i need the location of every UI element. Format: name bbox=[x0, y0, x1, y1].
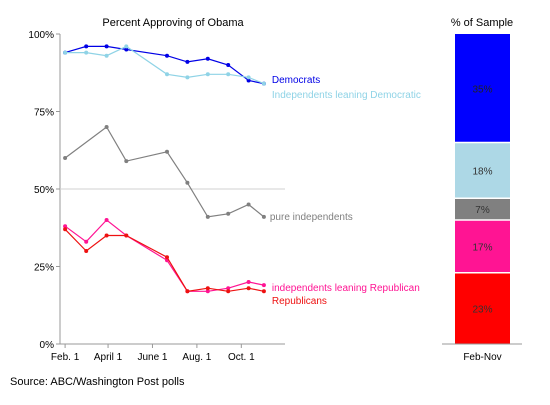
data-point-independents-leaning-democratic bbox=[84, 50, 89, 55]
bar-segment bbox=[455, 272, 510, 344]
data-point-independents-leaning-democratic bbox=[124, 44, 129, 49]
x-tick-label: April 1 bbox=[94, 352, 123, 363]
series-line-democrats bbox=[64, 45, 265, 85]
y-tick-label: 100% bbox=[28, 30, 54, 41]
series-label-independents-leaning-democratic: Independents leaning Democratic bbox=[272, 90, 421, 101]
data-point-independents-leaning-republican bbox=[84, 239, 89, 244]
series-label-pure-independents: pure independents bbox=[270, 212, 353, 223]
data-point-democrats bbox=[246, 78, 251, 83]
data-point-democrats bbox=[84, 44, 89, 49]
bar-segment-label: 23% bbox=[472, 304, 492, 315]
data-point-pure-independents bbox=[63, 156, 68, 160]
data-point-independents-leaning-republican bbox=[226, 286, 231, 291]
y-tick-label: 0% bbox=[40, 340, 55, 351]
data-point-independents-leaning-democratic bbox=[226, 72, 231, 77]
x-tick-label: June 1 bbox=[137, 352, 167, 363]
line-chart-title: Percent Approving of Obama bbox=[102, 17, 244, 29]
data-point-republicans bbox=[104, 233, 109, 238]
bar-segment bbox=[455, 142, 510, 199]
series-line-pure-independents bbox=[64, 126, 265, 218]
data-point-pure-independents bbox=[226, 211, 231, 216]
bar-segment bbox=[455, 198, 510, 220]
data-point-republicans bbox=[165, 255, 169, 260]
data-point-pure-independents bbox=[124, 159, 129, 164]
data-point-democrats bbox=[104, 44, 109, 49]
x-tick-label: Feb. 1 bbox=[51, 352, 80, 363]
data-point-independents-leaning-republican bbox=[261, 283, 266, 288]
data-point-democrats bbox=[124, 47, 129, 52]
data-point-pure-independents bbox=[205, 214, 210, 219]
source-note: Source: ABC/Washington Post polls bbox=[10, 376, 185, 388]
data-point-pure-independents bbox=[104, 125, 109, 129]
y-tick-label: 75% bbox=[34, 108, 54, 119]
data-point-republicans bbox=[84, 249, 89, 253]
data-point-republicans bbox=[185, 289, 190, 294]
data-point-independents-leaning-democratic bbox=[63, 50, 68, 55]
bar-segment bbox=[455, 220, 510, 273]
series-label-democrats: Democrats bbox=[272, 75, 320, 86]
data-point-pure-independents bbox=[261, 214, 266, 219]
y-tick-label: 25% bbox=[34, 263, 54, 274]
series-label-republicans: Republicans bbox=[272, 296, 327, 307]
data-point-republicans bbox=[205, 286, 210, 291]
data-point-independents-leaning-democratic bbox=[185, 75, 190, 80]
bar-category-label: Feb-Nov bbox=[463, 352, 501, 363]
bar-segment-label: 7% bbox=[475, 205, 490, 216]
data-point-democrats bbox=[205, 56, 210, 61]
series-label-independents-leaning-republican: independents leaning Republican bbox=[272, 283, 420, 294]
data-point-independents-leaning-democratic bbox=[205, 72, 210, 77]
x-tick-label: Aug. 1 bbox=[182, 352, 211, 363]
data-point-republicans bbox=[261, 289, 266, 294]
y-tick-label: 50% bbox=[34, 185, 54, 196]
data-point-independents-leaning-democratic bbox=[165, 72, 169, 77]
data-point-democrats bbox=[226, 63, 231, 67]
data-point-independents-leaning-democratic bbox=[246, 75, 251, 80]
data-point-republicans bbox=[63, 227, 68, 232]
data-point-republicans bbox=[124, 233, 129, 238]
data-point-pure-independents bbox=[246, 202, 251, 207]
data-point-democrats bbox=[165, 53, 169, 58]
data-point-independents-leaning-republican bbox=[104, 218, 109, 222]
data-point-independents-leaning-republican bbox=[63, 224, 68, 229]
data-point-democrats bbox=[185, 59, 190, 64]
x-tick-label: Oct. 1 bbox=[228, 352, 255, 363]
bar-segment-label: 17% bbox=[472, 242, 492, 253]
data-point-independents-leaning-republican bbox=[205, 289, 210, 294]
series-line-republicans bbox=[64, 228, 265, 292]
data-point-pure-independents bbox=[165, 149, 169, 154]
bar-segment-label: 35% bbox=[472, 84, 492, 95]
data-point-republicans bbox=[246, 286, 251, 291]
data-point-republicans bbox=[226, 289, 231, 294]
series-line-independents-leaning-republican bbox=[64, 219, 265, 292]
bar-chart-title: % of Sample bbox=[451, 17, 513, 29]
bar-segment bbox=[455, 34, 510, 143]
data-point-independents-leaning-democratic bbox=[104, 53, 109, 58]
data-point-independents-leaning-democratic bbox=[261, 81, 266, 86]
series-line-independents-leaning-democratic bbox=[65, 45, 265, 85]
bar-segment-label: 18% bbox=[472, 166, 492, 177]
data-point-pure-independents bbox=[185, 180, 190, 185]
data-point-independents-leaning-republican bbox=[246, 280, 251, 284]
